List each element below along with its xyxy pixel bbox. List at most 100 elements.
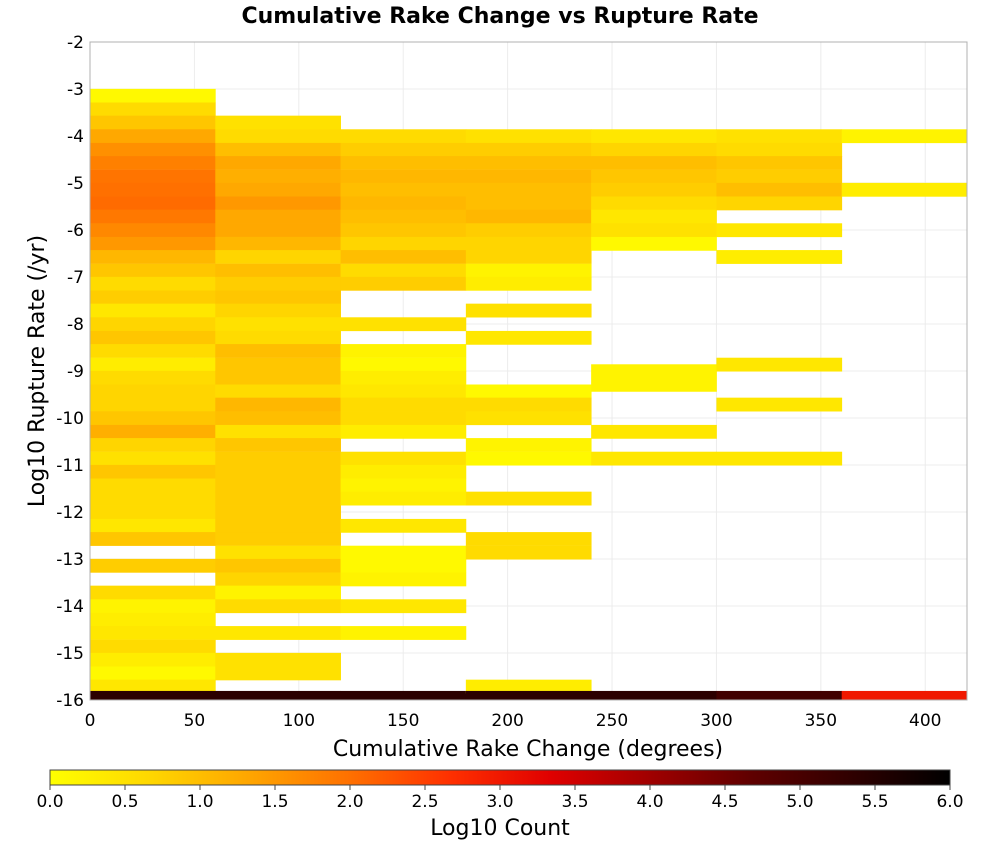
colorbar-tick-label: 4.0 xyxy=(636,792,663,812)
heatmap-cell xyxy=(90,411,216,426)
heatmap-cell xyxy=(90,303,216,318)
y-tick-label: -4 xyxy=(67,127,84,147)
colorbar-tick-label: 3.0 xyxy=(486,792,513,812)
heatmap-cell xyxy=(215,491,341,506)
heatmap-cell xyxy=(90,612,216,627)
heatmap-cell xyxy=(591,690,717,701)
x-tick-label: 400 xyxy=(909,711,941,731)
heatmap-cell xyxy=(716,156,843,170)
heatmap-cell xyxy=(340,424,467,439)
heatmap-cell xyxy=(465,303,592,318)
x-tick-label: 250 xyxy=(596,711,628,731)
heatmap-cell xyxy=(841,690,968,701)
heatmap-cell xyxy=(215,156,341,170)
heatmap-cell xyxy=(90,370,216,385)
heatmap-cell xyxy=(90,397,216,412)
heatmap-cell xyxy=(591,236,717,251)
heatmap-cell xyxy=(465,129,592,144)
x-tick-label: 100 xyxy=(283,711,315,731)
heatmap-cell xyxy=(340,451,467,466)
y-tick-label: -14 xyxy=(56,597,84,617)
x-tick-label: 150 xyxy=(387,711,419,731)
heatmap-cell xyxy=(90,532,216,546)
colorbar-tick-label: 5.5 xyxy=(861,792,888,812)
heatmap-cell xyxy=(465,182,592,197)
heatmap-cell xyxy=(90,317,216,332)
heatmap-cell xyxy=(340,370,467,385)
heatmap-cell xyxy=(716,397,843,412)
heatmap-cell xyxy=(340,142,467,157)
heatmap-cell xyxy=(215,505,341,520)
heatmap-cell xyxy=(90,679,216,694)
heatmap-cell xyxy=(90,438,216,452)
heatmap-cell xyxy=(591,209,717,224)
heatmap-cell xyxy=(340,156,467,170)
colorbar-tick-label: 0.0 xyxy=(36,792,63,812)
heatmap-cell xyxy=(340,196,467,211)
heatmap-cell xyxy=(215,276,341,291)
colorbar-tick-label: 6.0 xyxy=(936,792,963,812)
heatmap-cell xyxy=(90,599,216,614)
heatmap-cell xyxy=(465,236,592,251)
heatmap-cell xyxy=(90,236,216,251)
heatmap-cell xyxy=(591,424,717,439)
heatmap-cell xyxy=(340,411,467,426)
heatmap-cell xyxy=(465,451,592,466)
heatmap-cell xyxy=(465,196,592,211)
heatmap-cells xyxy=(90,88,968,701)
heatmap-cell xyxy=(215,142,341,157)
heatmap-cell xyxy=(340,317,467,332)
heatmap-cell xyxy=(716,690,843,701)
heatmap-cell xyxy=(340,250,467,264)
heatmap-cell xyxy=(215,424,341,439)
heatmap-cell xyxy=(215,690,341,701)
heatmap-cell xyxy=(716,250,843,264)
x-tick-label: 300 xyxy=(700,711,732,731)
heatmap-cell xyxy=(340,384,467,399)
x-tick-label: 0 xyxy=(85,711,96,731)
heatmap-cell xyxy=(465,223,592,238)
x-tick-label: 350 xyxy=(805,711,837,731)
heatmap-cell xyxy=(340,464,467,479)
heatmap-cell xyxy=(90,639,216,654)
y-tick-label: -3 xyxy=(67,80,84,100)
heatmap-cell xyxy=(215,451,341,466)
y-tick-label: -8 xyxy=(67,315,84,335)
heatmap-cell xyxy=(90,290,216,305)
heatmap-cell xyxy=(215,209,341,224)
heatmap-cell xyxy=(340,209,467,224)
heatmap-cell xyxy=(716,129,843,144)
colorbar-label: Log10 Count xyxy=(430,816,570,841)
y-tick-label: -13 xyxy=(56,550,84,570)
heatmap-cell xyxy=(90,169,216,184)
heatmap-cell xyxy=(465,142,592,157)
heatmap-cell xyxy=(90,196,216,211)
heatmap-cell xyxy=(215,464,341,479)
heatmap-cell xyxy=(215,384,341,399)
heatmap-cell xyxy=(716,142,843,157)
colorbar-tick-label: 2.5 xyxy=(411,792,438,812)
heatmap-cell xyxy=(465,250,592,264)
y-tick-label: -10 xyxy=(56,409,84,429)
colorbar-tick-label: 2.0 xyxy=(336,792,363,812)
heatmap-cell xyxy=(465,411,592,426)
heatmap-cell xyxy=(716,182,843,197)
heatmap-cell xyxy=(215,370,341,385)
heatmap-cell xyxy=(465,438,592,452)
heatmap-cell xyxy=(90,250,216,264)
plot-frame xyxy=(89,41,968,701)
heatmap-cell xyxy=(90,451,216,466)
colorbar-ticks: 0.0 0.5 1.0 1.5 2.0 2.5 3.0 3.5 4.0 4.5 5.0 5.5 6.0 xyxy=(36,785,964,812)
y-tick-label: -15 xyxy=(56,644,84,664)
heatmap-cell xyxy=(90,115,216,130)
colorbar-tick-label: 1.5 xyxy=(261,792,288,812)
heatmap-cell xyxy=(90,491,216,506)
heatmap-cell xyxy=(215,518,341,533)
colorbar-tick-label: 3.5 xyxy=(561,792,588,812)
heatmap-cell xyxy=(340,223,467,238)
heatmap-cell xyxy=(465,156,592,170)
heatmap-cell xyxy=(215,196,341,211)
heatmap-cell xyxy=(340,572,467,587)
heatmap-cell xyxy=(465,263,592,278)
heatmap-cell xyxy=(591,377,717,392)
